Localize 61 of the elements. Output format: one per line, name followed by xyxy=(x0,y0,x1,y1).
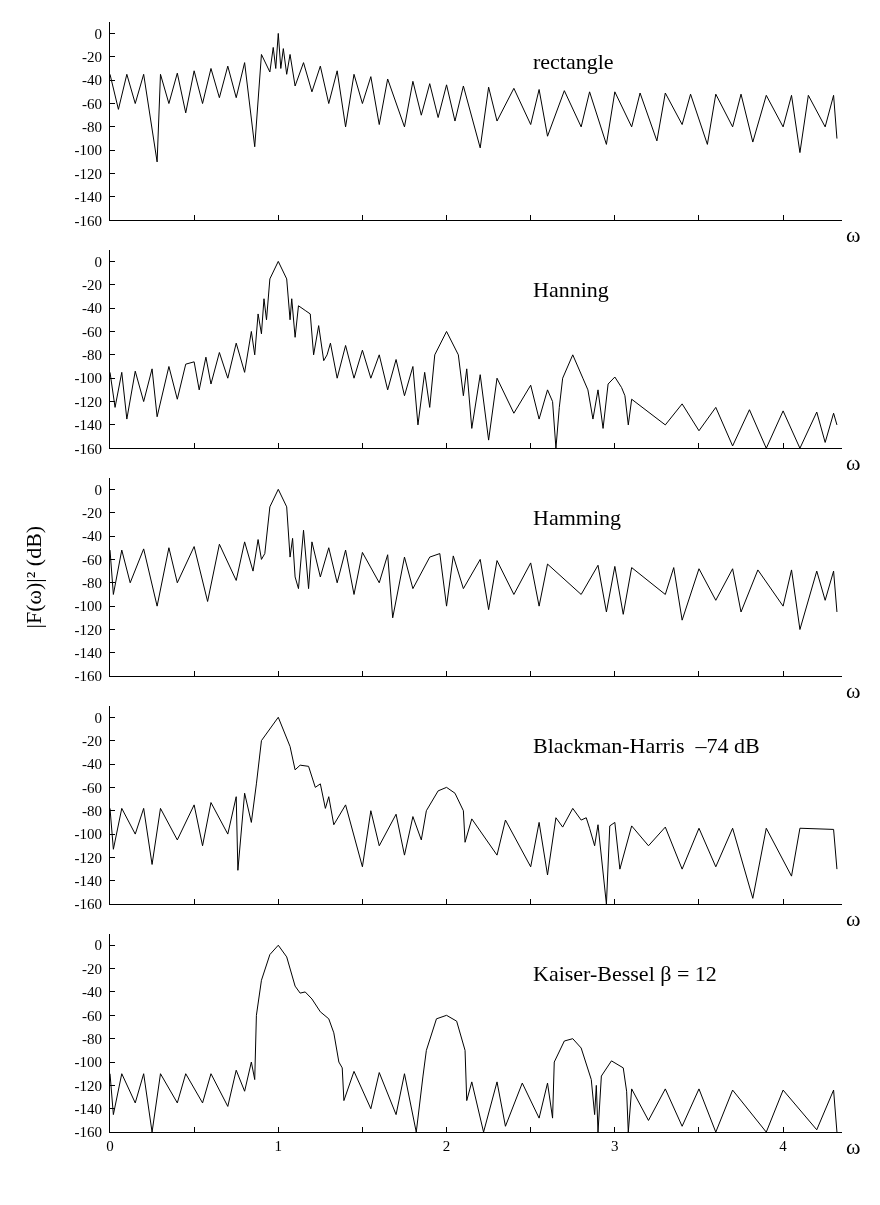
y-tick-label: -60 xyxy=(82,95,102,112)
annotation: Hamming xyxy=(533,505,621,530)
y-tick-label: -160 xyxy=(74,212,102,229)
x-axis-title: ω xyxy=(846,450,861,475)
y-tick-label: -20 xyxy=(82,504,102,521)
y-tick-label: -40 xyxy=(82,72,102,89)
y-tick-label: -80 xyxy=(82,802,102,819)
y-tick-label: -20 xyxy=(82,732,102,749)
y-tick-label: -160 xyxy=(74,896,102,913)
y-tick-label: -120 xyxy=(74,849,102,866)
x-tick-label: 2 xyxy=(442,1138,451,1155)
y-tick-label: -120 xyxy=(74,165,102,182)
y-tick-label: -160 xyxy=(74,440,102,457)
y-tick-label: -40 xyxy=(82,300,102,317)
annotation: Kaiser-Bessel β = 12 xyxy=(533,961,717,986)
annotation: rectangle xyxy=(533,49,614,74)
x-axis-title: ω xyxy=(846,678,861,703)
y-tick-label: -140 xyxy=(74,1101,102,1118)
y-tick-label: -80 xyxy=(82,347,102,364)
y-tick-label: -60 xyxy=(82,779,102,796)
y-tick-label: 0 xyxy=(94,937,102,954)
y-tick-label: 0 xyxy=(94,481,102,498)
x-tick-label: 3 xyxy=(611,1138,619,1155)
y-tick-label: 0 xyxy=(94,25,102,42)
y-tick-label: -140 xyxy=(74,873,102,890)
x-tick-label: 1 xyxy=(274,1138,283,1155)
y-tick-label: -40 xyxy=(82,756,102,773)
y-axis-title: |F(ω)|² (dB) xyxy=(20,525,46,629)
y-tick-label: -140 xyxy=(74,645,102,662)
y-tick-label: -60 xyxy=(82,551,102,568)
y-tick-label: -20 xyxy=(82,960,102,977)
y-tick-label: -20 xyxy=(82,49,102,66)
annotation: Blackman-Harris –74 dB xyxy=(533,733,760,758)
y-tick-label: -40 xyxy=(82,528,102,545)
y-tick-label: -20 xyxy=(82,276,102,293)
x-tick-label: 0 xyxy=(106,1138,114,1155)
y-tick-label: -100 xyxy=(74,598,102,615)
y-tick-label: -60 xyxy=(82,323,102,340)
y-tick-label: 0 xyxy=(94,253,102,270)
y-tick-label: -60 xyxy=(82,1007,102,1024)
y-tick-label: -100 xyxy=(74,370,102,387)
y-tick-label: -140 xyxy=(74,189,102,206)
y-tick-label: -120 xyxy=(74,1077,102,1094)
y-tick-label: -100 xyxy=(74,142,102,159)
x-tick-label: 4 xyxy=(779,1138,788,1155)
y-tick-label: -40 xyxy=(82,984,102,1001)
y-tick-label: -160 xyxy=(74,668,102,685)
y-tick-label: -80 xyxy=(82,1030,102,1047)
annotation: Hanning xyxy=(533,277,609,302)
y-tick-label: -120 xyxy=(74,393,102,410)
x-axis-title: ω xyxy=(846,906,861,931)
y-tick-label: -80 xyxy=(82,575,102,592)
y-tick-label: -140 xyxy=(74,417,102,434)
y-tick-label: -120 xyxy=(74,621,102,638)
x-axis-title: ω xyxy=(846,222,861,247)
x-axis-title: ω xyxy=(846,1134,861,1159)
y-tick-label: -80 xyxy=(82,119,102,136)
y-tick-label: -160 xyxy=(74,1124,102,1141)
y-tick-label: -100 xyxy=(74,826,102,843)
y-tick-label: -100 xyxy=(74,1054,102,1071)
y-tick-label: 0 xyxy=(94,709,102,726)
